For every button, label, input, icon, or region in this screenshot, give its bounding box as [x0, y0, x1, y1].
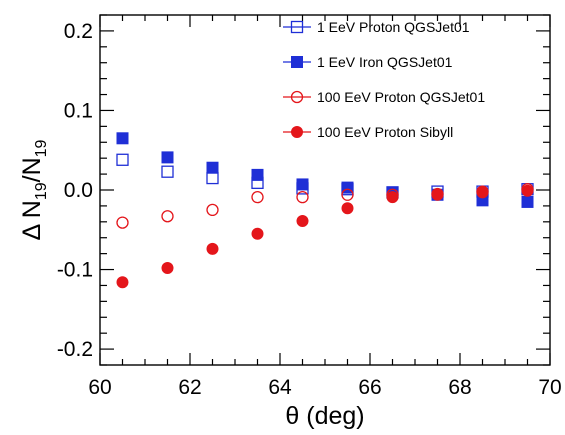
data-point	[206, 171, 219, 185]
legend-item: 100 EeV Proton Sibyll	[283, 124, 453, 140]
x-tick-label: 68	[448, 376, 471, 399]
legend-label: 1 EeV Proton QGSJet01	[317, 19, 470, 35]
data-point	[116, 216, 129, 229]
data-point	[431, 188, 444, 201]
data-point	[296, 215, 309, 228]
y-axis-label-subscript: 19	[33, 182, 50, 200]
legend-marker	[290, 20, 304, 34]
data-point	[116, 153, 129, 166]
legend-marker	[290, 90, 304, 104]
y-tick-label: 0.1	[64, 99, 93, 122]
legend-marker	[291, 126, 303, 138]
data-point	[296, 191, 309, 204]
data-point	[251, 227, 264, 240]
data-point	[386, 191, 399, 204]
y-axis-label-slash: /N	[18, 157, 46, 182]
y-axis-label-main: Δ N	[18, 200, 46, 240]
data-point	[341, 202, 354, 215]
legend-label: 100 EeV Proton Sibyll	[317, 124, 453, 140]
data-point	[251, 191, 264, 204]
y-axis-ticks	[100, 14, 550, 366]
y-tick-label: 0.0	[64, 179, 93, 202]
legend-marker	[291, 56, 303, 68]
data-point	[206, 242, 219, 255]
data-point	[161, 151, 174, 164]
x-tick-label: 66	[358, 376, 381, 399]
y-axis-tick-labels: 0.2 0.1 0.0 -0.1 -0.2	[57, 20, 93, 361]
legend-item: 1 EeV Iron QGSJet01	[283, 54, 453, 70]
y-tick-label: -0.2	[57, 338, 93, 361]
data-markers	[116, 132, 534, 289]
legend-label: 1 EeV Iron QGSJet01	[317, 54, 453, 70]
data-point	[161, 261, 174, 274]
data-point	[206, 203, 219, 217]
y-tick-label: -0.1	[57, 259, 93, 282]
legend-label: 100 EeV Proton QGSJet01	[317, 89, 485, 105]
data-point	[341, 181, 354, 194]
x-axis-tick-labels: 60 62 64 66 68 70	[88, 376, 561, 399]
data-point	[476, 186, 489, 199]
data-point	[161, 165, 174, 178]
data-point	[116, 276, 129, 289]
x-tick-label: 64	[268, 376, 292, 399]
data-point	[206, 161, 219, 174]
data-point	[116, 132, 129, 145]
data-point	[296, 178, 309, 191]
y-axis-label: Δ N19/N19	[18, 139, 50, 240]
data-point	[341, 188, 354, 201]
data-point	[521, 195, 534, 208]
x-axis-label: θ (deg)	[285, 402, 364, 430]
x-tick-label: 70	[538, 376, 561, 399]
data-point	[521, 184, 534, 197]
x-tick-label: 62	[178, 376, 201, 399]
legend-item: 1 EeV Proton QGSJet01	[283, 19, 470, 35]
x-axis-ticks	[99, 15, 551, 365]
x-tick-label: 60	[88, 376, 111, 399]
data-point	[161, 210, 174, 223]
legend: 1 EeV Proton QGSJet01 1 EeV Iron QGSJet01…	[283, 19, 485, 140]
y-axis-label-subscript: 19	[33, 139, 50, 157]
data-point	[251, 168, 264, 181]
legend-item: 100 EeV Proton QGSJet01	[283, 89, 485, 105]
y-tick-label: 0.2	[64, 20, 93, 43]
